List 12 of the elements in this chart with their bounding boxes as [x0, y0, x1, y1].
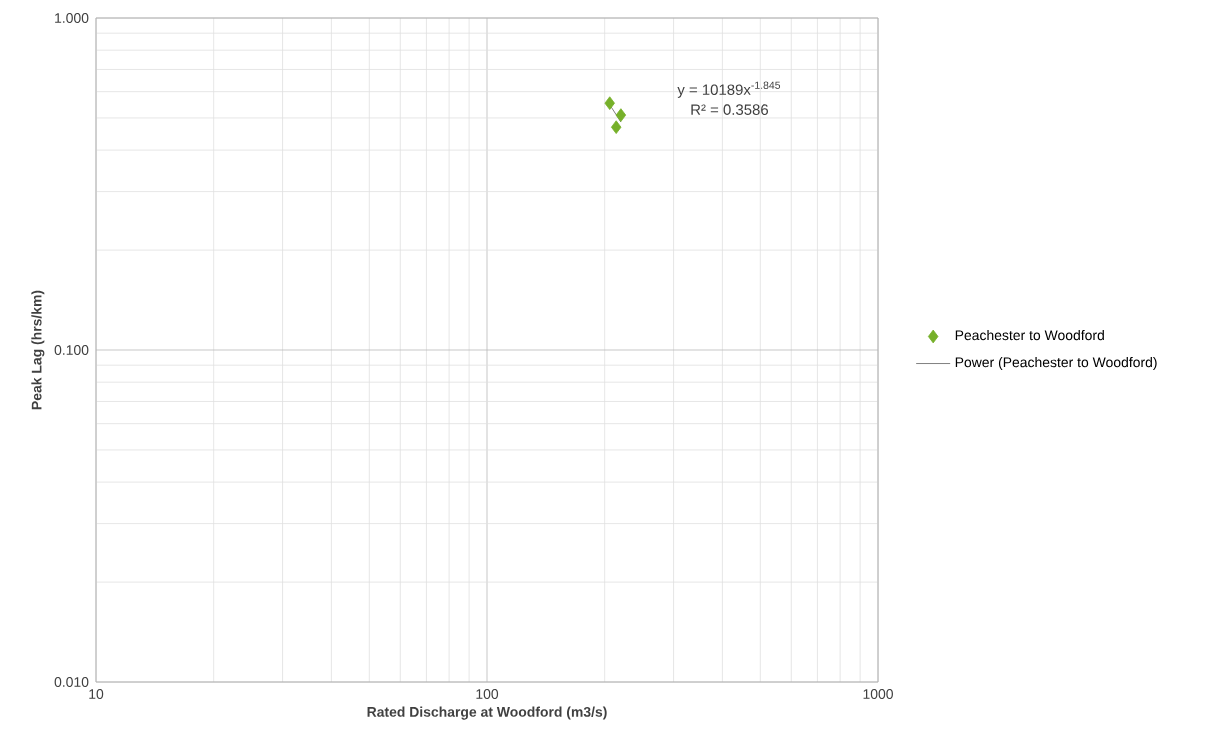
y-tick-label: 1.000 — [55, 13, 89, 23]
legend-label: Peachester to Woodford — [955, 329, 1104, 341]
legend-label: Power (Peachester to Woodford) — [955, 357, 1157, 370]
x-tick-label: 10 — [89, 689, 104, 699]
annotation: y = 10189x$^{-1.845}$ — [677, 81, 781, 98]
x-axis-title: Rated Discharge at Woodford (m3/s) — [367, 706, 607, 720]
y-axis-title: Peak Lag (hrs/km) — [31, 290, 45, 410]
x-tick-label: 100 — [476, 689, 499, 699]
x-tick-label: 1000 — [863, 689, 893, 699]
y-tick-label: 0.100 — [54, 345, 89, 355]
annotation: R² = 0.3586 — [691, 104, 769, 115]
y-tick-label: 0.010 — [54, 677, 89, 687]
